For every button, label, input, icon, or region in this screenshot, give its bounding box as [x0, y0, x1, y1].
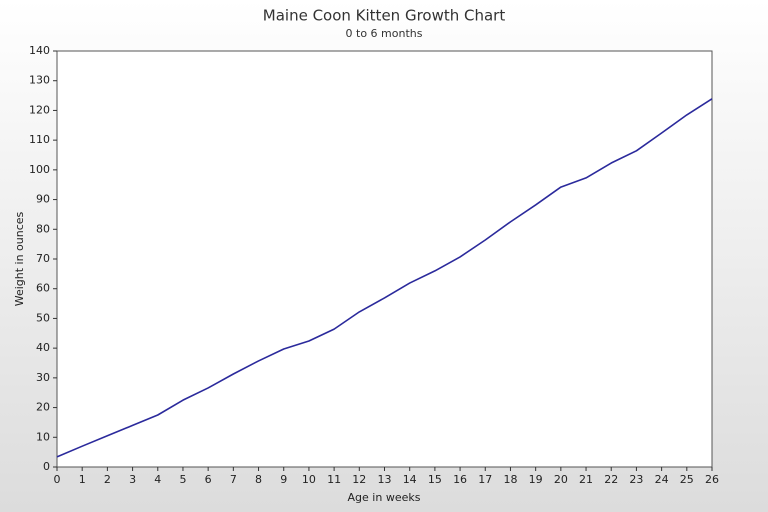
- y-tick-label: 120: [29, 103, 50, 116]
- y-tick-label: 40: [36, 341, 50, 354]
- x-tick-label: 20: [554, 473, 568, 486]
- x-tick-label: 0: [54, 473, 61, 486]
- x-tick-label: 6: [205, 473, 212, 486]
- x-tick-label: 12: [352, 473, 366, 486]
- x-tick-label: 16: [453, 473, 467, 486]
- y-tick-label: 0: [43, 460, 50, 473]
- chart-subtitle: 0 to 6 months: [346, 27, 423, 40]
- chart-title: Maine Coon Kitten Growth Chart: [263, 7, 506, 25]
- y-tick-label: 10: [36, 430, 50, 443]
- x-tick-label: 17: [478, 473, 492, 486]
- x-tick-label: 22: [604, 473, 618, 486]
- x-tick-label: 9: [280, 473, 287, 486]
- y-tick-label: 50: [36, 311, 50, 324]
- x-tick-label: 18: [503, 473, 517, 486]
- y-tick-label: 110: [29, 133, 50, 146]
- x-tick-label: 1: [79, 473, 86, 486]
- y-axis-title: Weight in ounces: [13, 211, 26, 306]
- x-tick-label: 3: [129, 473, 136, 486]
- y-tick-label: 20: [36, 401, 50, 414]
- y-tick-label: 80: [36, 222, 50, 235]
- x-tick-label: 2: [104, 473, 111, 486]
- x-tick-label: 10: [302, 473, 316, 486]
- x-tick-label: 13: [378, 473, 392, 486]
- y-tick-label: 100: [29, 163, 50, 176]
- plot-area: [56, 50, 713, 468]
- x-tick-label: 8: [255, 473, 262, 486]
- y-tick-label: 90: [36, 193, 50, 206]
- y-tick-label: 140: [29, 44, 50, 57]
- x-tick-label: 7: [230, 473, 237, 486]
- x-tick-label: 23: [629, 473, 643, 486]
- x-tick-label: 15: [428, 473, 442, 486]
- y-tick-label: 130: [29, 74, 50, 87]
- x-tick-label: 25: [680, 473, 694, 486]
- y-tick-label: 30: [36, 371, 50, 384]
- x-tick-label: 11: [327, 473, 341, 486]
- y-tick-label: 70: [36, 252, 50, 265]
- y-tick-label: 60: [36, 282, 50, 295]
- x-tick-label: 26: [705, 473, 719, 486]
- x-tick-label: 5: [179, 473, 186, 486]
- x-axis-title: Age in weeks: [348, 491, 421, 504]
- x-tick-label: 4: [154, 473, 161, 486]
- data-line: [56, 98, 713, 458]
- x-tick-label: 24: [655, 473, 669, 486]
- x-tick-label: 21: [579, 473, 593, 486]
- x-tick-label: 14: [403, 473, 417, 486]
- x-tick-label: 19: [529, 473, 543, 486]
